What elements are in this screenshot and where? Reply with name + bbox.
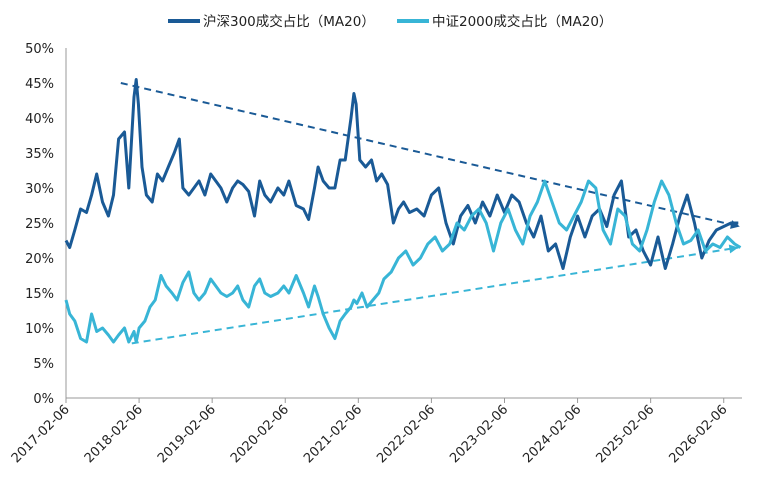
y-tick-label: 30% [25, 182, 54, 197]
y-tick-label: 25% [25, 217, 54, 232]
y-tick-label: 35% [25, 147, 54, 162]
trend-arrow-zz2000 [728, 244, 739, 254]
legend: 沪深300成交占比（MA20） 中证2000成交占比（MA20） [168, 13, 612, 30]
y-tick-label: 15% [25, 287, 54, 302]
x-tick-label: 2020-02-06 [228, 402, 292, 466]
y-tick-label: 20% [25, 252, 54, 267]
y-tick-label: 50% [25, 42, 54, 57]
y-tick-label: 10% [25, 322, 54, 337]
trend-lines [120, 82, 741, 345]
x-axis: 2017-02-06 2018-02-06 2019-02-06 2020-02-06… [9, 48, 742, 466]
x-tick-label: 2018-02-06 [82, 402, 146, 466]
y-tick-label: 40% [25, 112, 54, 127]
x-tick-label: 2017-02-06 [9, 402, 73, 466]
series-line-zz2000 [64, 179, 742, 344]
y-tick-label: 45% [25, 77, 54, 92]
x-tick-label: 2024-02-06 [520, 402, 584, 466]
y-tick-label: 5% [33, 357, 54, 372]
y-axis: 0% 5% 10% 15% 20% 25% 30% 35% 40% 45% 50% [25, 42, 54, 407]
x-tick-label: 2025-02-06 [593, 402, 657, 466]
series-line-hs300 [64, 78, 739, 270]
x-tick-label: 2026-02-06 [667, 402, 731, 466]
series-lines [64, 78, 742, 344]
x-tick-label: 2019-02-06 [155, 402, 219, 466]
legend-label-zz2000: 中证2000成交占比（MA20） [432, 13, 612, 30]
y-tick-label: 0% [33, 392, 54, 407]
legend-label-hs300: 沪深300成交占比（MA20） [203, 13, 375, 30]
trend-line-hs300 [120, 82, 741, 228]
x-tick-label: 2021-02-06 [301, 402, 365, 466]
x-tick-label: 2023-02-06 [447, 402, 511, 466]
x-tick-label: 2022-02-06 [374, 402, 438, 466]
trend-line-zz2000 [131, 246, 739, 345]
